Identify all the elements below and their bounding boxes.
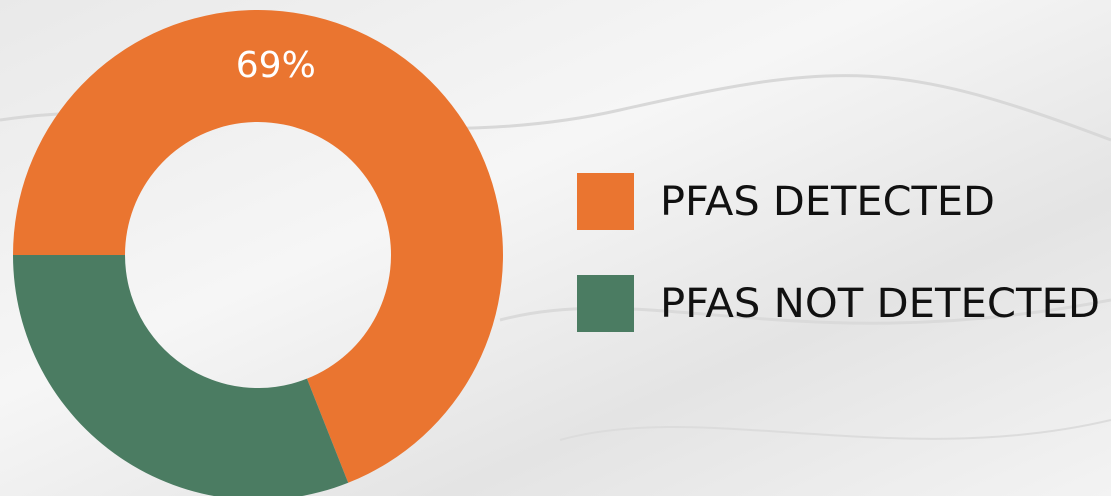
donut-slice bbox=[13, 9, 503, 483]
legend: PFAS DETECTED PFAS NOT DETECTED bbox=[577, 173, 1100, 332]
fabric-fold bbox=[499, 298, 1111, 325]
legend-swatch bbox=[577, 173, 634, 230]
fabric-fold bbox=[559, 419, 1111, 441]
legend-label: PFAS NOT DETECTED bbox=[660, 281, 1100, 327]
legend-label: PFAS DETECTED bbox=[660, 179, 995, 225]
donut: 69% bbox=[13, 9, 503, 496]
value-label: 69% bbox=[236, 45, 316, 86]
donut-slice bbox=[13, 255, 349, 496]
legend-swatch bbox=[577, 275, 634, 332]
